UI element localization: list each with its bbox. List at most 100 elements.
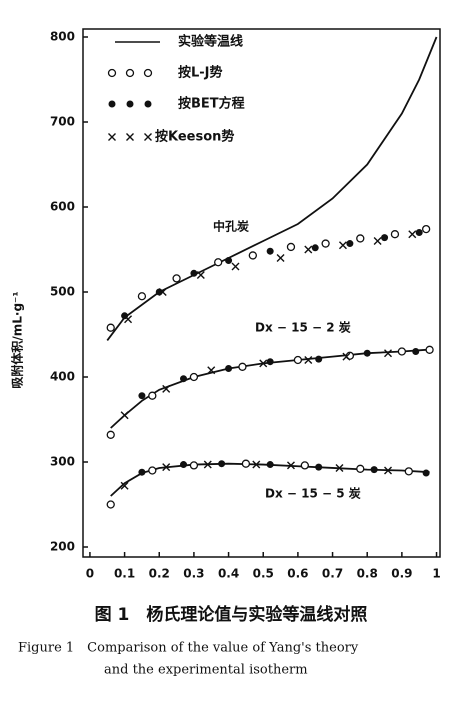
cross-point bbox=[335, 463, 344, 472]
filled-circle-point bbox=[422, 469, 430, 477]
filled-circle-point bbox=[266, 358, 274, 366]
x-tick-label: 0.7 bbox=[322, 567, 343, 581]
cross-point bbox=[286, 461, 295, 470]
legend-label: 按BET方程 bbox=[178, 96, 245, 112]
open-circle-point bbox=[189, 461, 199, 470]
cross-point bbox=[158, 288, 167, 296]
y-tick-label: 700 bbox=[50, 115, 75, 129]
filled-circle-point bbox=[225, 365, 233, 372]
filled-circle-point bbox=[266, 247, 274, 255]
filled-circle-point bbox=[138, 468, 146, 476]
open-circle-point bbox=[106, 500, 115, 509]
open-circle-point bbox=[106, 323, 115, 332]
filled-circle-point bbox=[180, 375, 188, 383]
legend-symbol bbox=[144, 100, 152, 108]
open-circle-point bbox=[148, 391, 157, 400]
cross-point bbox=[162, 384, 171, 393]
open-circle-point bbox=[421, 224, 431, 234]
open-circle-point bbox=[404, 467, 413, 476]
open-circle-point bbox=[356, 234, 365, 243]
cross-point bbox=[259, 359, 268, 368]
open-circle-point bbox=[293, 355, 303, 365]
filled-circle-point bbox=[381, 234, 389, 242]
filled-circle-point bbox=[138, 392, 146, 400]
cross-point bbox=[304, 356, 313, 364]
legend-label: 实验等温线 bbox=[178, 34, 243, 50]
filled-circle-point bbox=[155, 288, 163, 296]
filled-circle-point bbox=[266, 461, 274, 469]
filled-circle-point bbox=[315, 463, 323, 471]
curve-annotation: Dx − 15 − 2 炭 bbox=[255, 320, 351, 335]
x-tick-label: 0.5 bbox=[253, 567, 274, 581]
y-tick-label: 400 bbox=[50, 370, 75, 384]
filled-circle-point bbox=[225, 257, 233, 265]
open-circle-point bbox=[106, 430, 115, 439]
open-circle-point bbox=[397, 347, 407, 356]
caption-en: Figure 1 Comparison of the value of Yang… bbox=[18, 641, 359, 656]
open-circle-point bbox=[321, 239, 330, 248]
filled-circle-point bbox=[346, 240, 354, 248]
x-tick-label: 0 bbox=[86, 567, 94, 581]
cross-point bbox=[231, 262, 240, 271]
filled-circle-point bbox=[190, 269, 198, 277]
filled-circle-point bbox=[315, 355, 323, 363]
y-tick-label: 600 bbox=[50, 200, 75, 214]
x-tick-label: 0.2 bbox=[149, 567, 170, 581]
plot-frame bbox=[82, 28, 441, 558]
filled-circle-point bbox=[363, 349, 371, 357]
filled-circle-point bbox=[412, 348, 420, 355]
x-tick-label: 0.1 bbox=[114, 567, 135, 581]
curve-annotation: Dx − 15 − 5 炭 bbox=[265, 486, 361, 501]
filled-circle-point bbox=[180, 461, 188, 469]
cross-point bbox=[384, 466, 393, 475]
legend-symbol bbox=[125, 68, 135, 78]
x-tick-label: 0.4 bbox=[218, 567, 239, 581]
cross-point bbox=[252, 460, 261, 469]
open-circle-point bbox=[148, 466, 157, 475]
legend-symbol bbox=[126, 100, 134, 108]
open-circle-point bbox=[390, 230, 400, 239]
caption-cn: 图 1 杨氏理论值与实验等温线对照 bbox=[95, 604, 368, 625]
cross-point bbox=[276, 254, 285, 262]
legend-label: 按Keeson势 bbox=[155, 129, 234, 145]
legend-symbol bbox=[108, 100, 116, 108]
open-circle-point bbox=[300, 461, 309, 470]
cross-point bbox=[120, 411, 129, 420]
isotherm-line bbox=[106, 36, 438, 341]
legend-symbol bbox=[126, 133, 134, 141]
legend-symbol bbox=[144, 133, 152, 141]
x-tick-label: 0.8 bbox=[357, 567, 378, 581]
open-circle-point bbox=[425, 345, 434, 354]
open-circle-point bbox=[356, 464, 365, 473]
legend-symbol bbox=[143, 68, 153, 78]
y-tick-label: 300 bbox=[50, 455, 75, 469]
cross-point bbox=[408, 230, 417, 239]
y-tick-label: 500 bbox=[50, 285, 75, 299]
open-circle-point bbox=[189, 372, 199, 382]
x-tick-label: 1 bbox=[432, 567, 440, 581]
filled-circle-point bbox=[311, 244, 319, 252]
cross-point bbox=[304, 245, 313, 254]
open-circle-point bbox=[286, 242, 296, 252]
caption-en: and the experimental isotherm bbox=[104, 663, 308, 678]
legend-label: 按L-J势 bbox=[178, 65, 223, 81]
cross-point bbox=[124, 315, 133, 324]
y-tick-label: 800 bbox=[50, 30, 75, 44]
cross-point bbox=[196, 271, 205, 279]
cross-point bbox=[338, 241, 347, 250]
open-circle-point bbox=[238, 362, 247, 371]
legend-symbol bbox=[108, 133, 116, 141]
cross-point bbox=[373, 237, 382, 245]
legend-symbol bbox=[107, 68, 117, 78]
x-tick-label: 0.3 bbox=[183, 567, 204, 581]
curve-annotation: 中孔炭 bbox=[213, 219, 249, 234]
x-tick-label: 0.6 bbox=[287, 567, 308, 581]
open-circle-point bbox=[137, 292, 147, 301]
cross-point bbox=[162, 463, 171, 472]
filled-circle-point bbox=[218, 460, 226, 468]
y-axis-label: 吸附体积/mL·g⁻¹ bbox=[10, 291, 25, 388]
filled-circle-point bbox=[415, 229, 423, 236]
open-circle-point bbox=[172, 274, 181, 283]
open-circle-point bbox=[214, 258, 223, 267]
